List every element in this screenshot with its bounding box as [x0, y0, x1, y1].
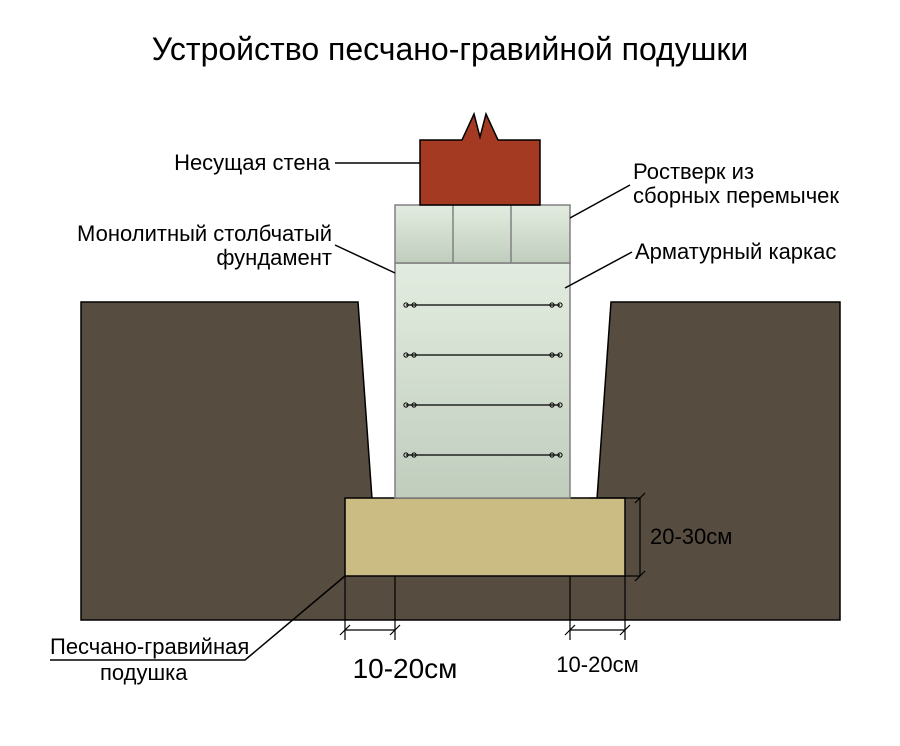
label-pillow-1: Песчано-гравийная: [50, 634, 249, 659]
dim-left: 10-20см: [353, 653, 458, 684]
label-rebar: Арматурный каркас: [635, 239, 836, 264]
label-column-2: фундамент: [216, 245, 332, 270]
dim-right: 10-20см: [556, 652, 638, 677]
sand-gravel-pillow: [345, 498, 625, 576]
label-wall: Несущая стена: [174, 150, 331, 175]
load-bearing-wall: [420, 114, 540, 205]
column-foundation: [395, 263, 570, 498]
label-grillage-2: сборных перемычек: [633, 183, 839, 208]
label-column-1: Монолитный столбчатый: [77, 221, 332, 246]
dim-height: 20-30см: [650, 524, 732, 549]
grillage: [395, 205, 570, 263]
label-grillage-1: Ростверк из: [633, 159, 754, 184]
diagram-title: Устройство песчано-гравийной подушки: [152, 31, 749, 67]
label-pillow-2: подушка: [100, 660, 188, 685]
